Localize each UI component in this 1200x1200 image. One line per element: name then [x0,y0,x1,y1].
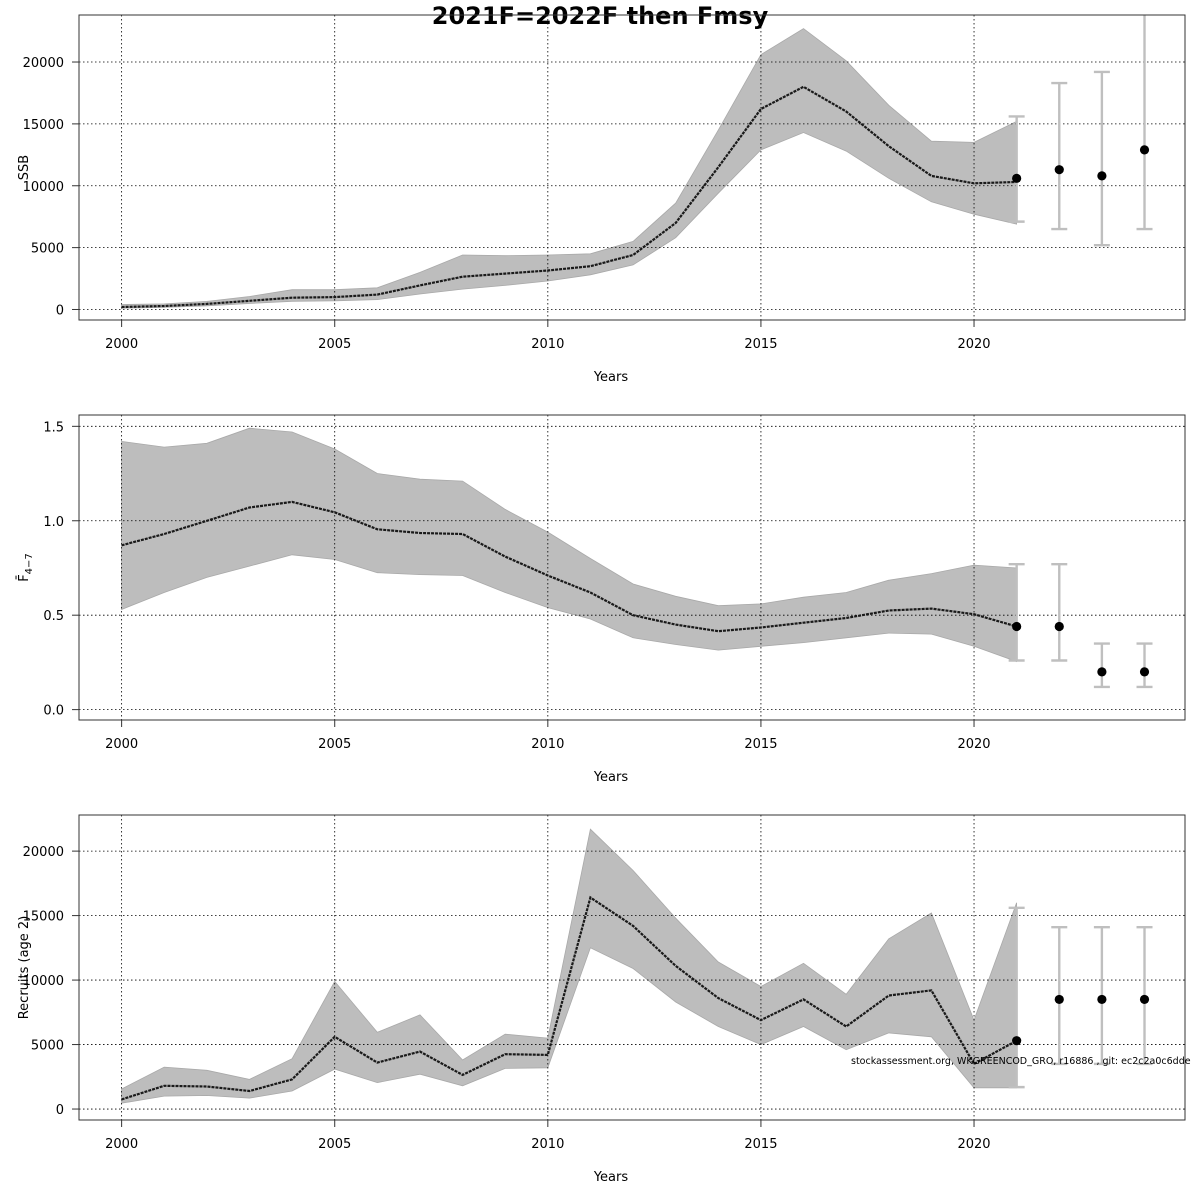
estimate-line [121,85,1017,309]
x-axis-label: Years [593,370,629,385]
forecast-errorbar [1008,115,1025,223]
x-tick-label: 2005 [318,1137,351,1152]
x-tick-label: 2000 [105,737,138,752]
forecast-point [1139,667,1150,677]
plot-frame [78,814,1186,1121]
forecast-errorbar [1051,562,1068,662]
forecast-point [1012,621,1022,632]
panels: 2000 2005 2010 2015 202005000100001500020000… [17,14,1186,1185]
forecast-errorbar [1136,642,1153,689]
forecast-point [1012,173,1022,183]
forecast-point [1012,1036,1022,1046]
panel-3: 2000 2005 2010 2015 2020 0 5000 10000 15000 20000… [17,814,1186,1185]
forecast-point [1097,667,1107,677]
forecast-point [1054,165,1064,175]
x-tick-label: 2000 [105,337,138,352]
x-tick-label: 2005 [318,337,351,352]
y-tick-label: 0 [56,1103,64,1118]
estimate-line [121,500,1017,633]
plot-frame [78,414,1186,721]
x-tick-label: 2020 [957,337,990,352]
confidence-band [121,28,1017,309]
y-tick-label: 1.0 [43,515,64,530]
panel-1: 2000 2005 2010 2015 2020 0 5000 10000 15000 20000… [17,14,1186,385]
y-tick-label: 0 [56,303,64,318]
y-axis-label: Recruits (age 2) [17,916,32,1020]
x-tick-label: 2015 [744,337,777,352]
grid [79,15,1185,320]
x-axis-label: Years [593,770,629,785]
forecast-errorbar [1008,562,1025,662]
forecast-errorbar [1136,15,1153,231]
footnote: stockassessment.org, WKGREENCOD_GRO, r16… [851,1056,1191,1067]
forecast-errorbar [1093,642,1110,689]
x-tick-label: 2015 [744,737,777,752]
y-tick-label: 0.0 [43,704,64,719]
estimate-line [121,895,1018,1101]
x-tick-label: 2020 [957,737,990,752]
y-tick-label: 20000 [23,56,64,71]
y-tick-label: 0.5 [43,609,64,624]
x-axis-label: Years [593,1170,629,1185]
panel-2: 2000 2005 2010 2015 2020 0.0 0.5 1.0 1.5 Years F̄4… [17,414,1186,785]
forecast-errorbar [1093,70,1110,247]
y-axis-label: F̄4−7 [17,553,35,582]
y-tick-label: 15000 [23,910,64,925]
forecast-point [1139,145,1150,155]
grid [79,415,1185,720]
y-tick-label: 1.5 [43,420,64,435]
x-tick-label: 2010 [531,1137,564,1152]
y-tick-label: 20000 [23,845,64,860]
grid [79,815,1185,1120]
y-axis-label: SSB [17,155,32,180]
y-tick-label: 5000 [31,242,64,257]
y-tick-label: 5000 [31,1039,64,1054]
x-tick-label: 2005 [318,737,351,752]
confidence-band [121,427,1017,663]
plot-frame [78,14,1186,321]
y-tick-label: 15000 [23,118,64,133]
forecast-point [1054,994,1064,1005]
forecast-point [1139,994,1150,1005]
x-tick-label: 2020 [957,1137,990,1152]
forecast-point [1054,621,1064,632]
y-tick-label: 10000 [23,180,64,195]
forecast-errorbar [1051,81,1068,231]
x-tick-label: 2010 [531,737,564,752]
forecast-errorbar [1008,906,1025,1089]
forecast-point [1097,994,1107,1005]
x-tick-label: 2010 [531,337,564,352]
x-tick-label: 2015 [744,1137,777,1152]
x-tick-label: 2000 [105,1137,138,1152]
y-tick-label: 10000 [23,974,64,989]
figure-title: 2021F=2022F then Fmsy [432,2,769,30]
forecast-point [1097,171,1107,181]
